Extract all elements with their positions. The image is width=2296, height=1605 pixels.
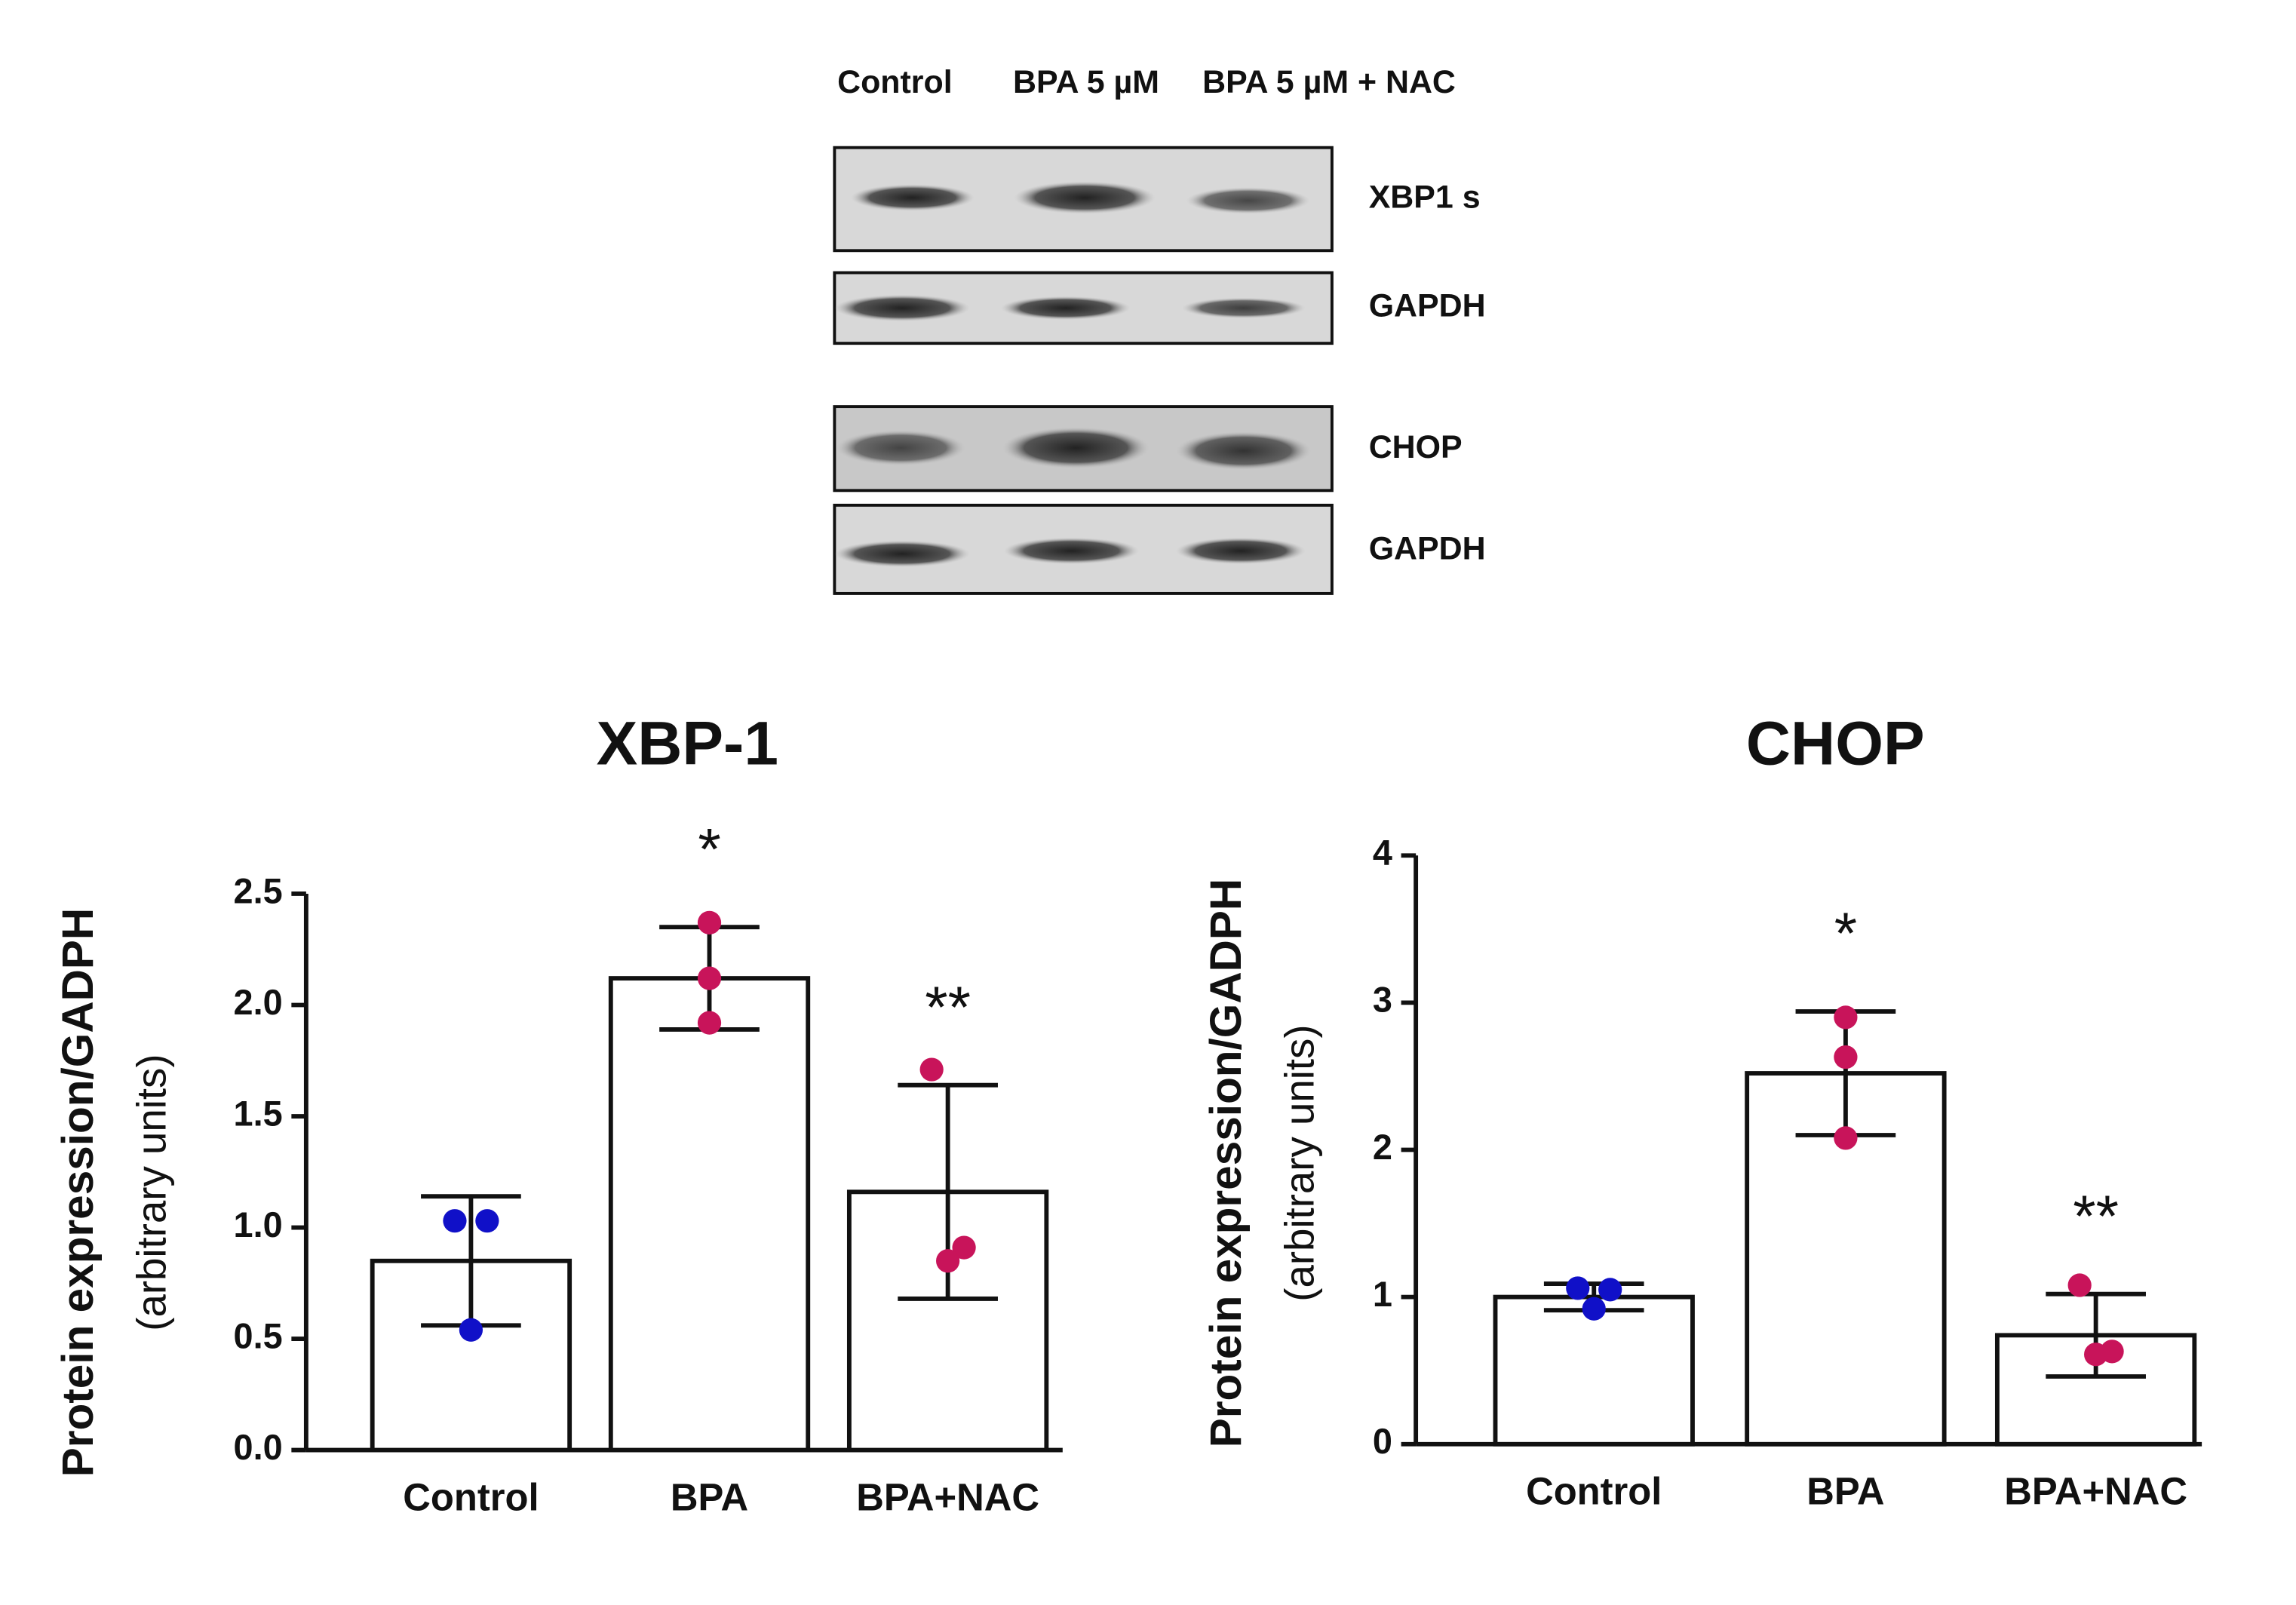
band [1002,427,1150,469]
band [834,294,970,321]
data-point [2067,1273,2092,1297]
band [1014,181,1156,214]
band [850,184,975,211]
y-tick-label: 2.0 [234,983,283,1022]
bar [1493,1294,1695,1447]
band-label: GAPDH [1369,288,1486,324]
x-tick-label: Control [403,1475,539,1518]
y-axis-label: Protein expression/GADPH [54,908,103,1477]
lane-label: BPA 5 µM + NAC [1202,64,1456,100]
data-point [697,1011,722,1035]
data-point [697,910,722,934]
significance-label: * [1834,900,1857,966]
band-label: GAPDH [1369,531,1486,567]
data-point [459,1318,483,1342]
data-point [1834,1005,1858,1030]
data-point [952,1235,976,1260]
band [1176,431,1312,471]
data-point [2084,1343,2108,1367]
band [1186,187,1310,214]
y-axis-label: (arbitrary units) [1276,1024,1322,1301]
x-tick-label: Control [1526,1470,1662,1513]
x-tick-label: BPA [671,1475,748,1518]
lane-label: BPA 5 µM [1013,64,1159,100]
y-tick-label: 1.0 [234,1205,283,1244]
data-point [697,966,722,990]
x-tick-label: BPA+NAC [2004,1470,2187,1513]
significance-label: ** [925,974,971,1040]
data-point [919,1057,944,1082]
y-axis-label: (arbitrary units) [128,1054,174,1330]
x-tick-label: BPA+NAC [856,1475,1039,1518]
data-point [443,1209,467,1233]
band [1000,296,1131,320]
y-tick-label: 2 [1373,1128,1392,1167]
y-tick-label: 2.5 [234,871,283,910]
band [836,430,966,466]
y-tick-label: 0.0 [234,1428,283,1467]
y-tick-label: 3 [1373,980,1392,1020]
y-tick-label: 0 [1373,1422,1392,1461]
significance-label: * [698,815,720,882]
chart: CHOP Protein expression/GADPH (arbitrary u… [1202,709,2202,1513]
data-point [936,1249,960,1273]
significance-label: ** [2073,1183,2119,1249]
y-tick-label: 0.5 [234,1316,283,1355]
data-point [475,1209,499,1233]
data-point [1566,1276,1590,1300]
chart-title: XBP-1 [597,709,778,778]
data-point [1582,1297,1606,1321]
chart-title: CHOP [1746,709,1925,778]
band [834,540,970,567]
x-tick-label: BPA [1806,1470,1884,1513]
band-label: CHOP [1369,429,1463,465]
band [1003,537,1140,564]
chart: XBP-1 Protein expression/GADPH (arbitrary … [54,709,1063,1518]
band [1176,537,1306,564]
lane-label: Control [837,64,953,100]
data-point [1598,1278,1622,1302]
data-point [1834,1045,1858,1069]
bar [608,976,811,1453]
y-tick-label: 1.5 [234,1094,283,1133]
y-tick-label: 1 [1373,1275,1392,1314]
band-label: XBP1 s [1369,179,1481,215]
western-blot: Control BPA 5 µM BPA 5 µM + NAC XBP1 s G… [833,64,1486,595]
y-tick-label: 4 [1373,833,1392,873]
band [1181,297,1306,319]
data-point [1834,1126,1858,1150]
y-axis-label: Protein expression/GADPH [1202,879,1251,1447]
